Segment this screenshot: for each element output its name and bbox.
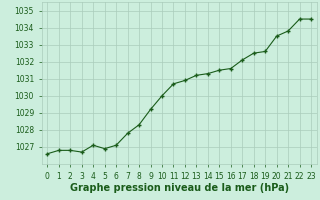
X-axis label: Graphe pression niveau de la mer (hPa): Graphe pression niveau de la mer (hPa)	[70, 183, 289, 193]
